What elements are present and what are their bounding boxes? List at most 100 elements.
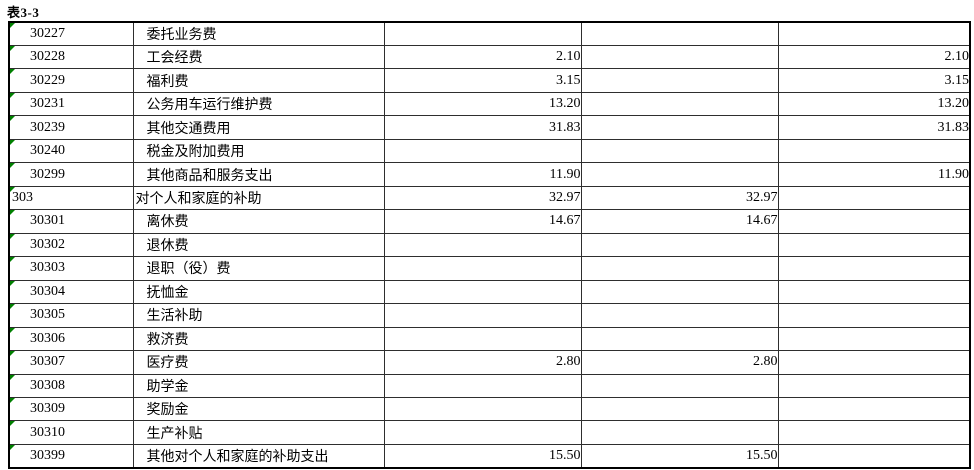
- name-cell[interactable]: 公务用车运行维护费: [132, 91, 385, 117]
- name-cell[interactable]: 奖励金: [132, 396, 385, 422]
- value-col2-cell[interactable]: [580, 256, 779, 281]
- code-cell[interactable]: 30399: [8, 443, 134, 469]
- value-col2-cell[interactable]: 32.97: [580, 185, 779, 211]
- cell-text: 委托业务费: [146, 27, 217, 43]
- value-col1-cell[interactable]: 13.20: [383, 91, 582, 117]
- name-cell[interactable]: 离休费: [132, 209, 385, 234]
- code-cell[interactable]: 303: [8, 185, 134, 211]
- name-cell[interactable]: 退休费: [132, 232, 385, 258]
- code-cell[interactable]: 30228: [8, 44, 134, 70]
- name-cell[interactable]: 税金及附加费用: [132, 138, 385, 164]
- value-col2-cell[interactable]: [580, 138, 779, 164]
- cell-text: 30305: [30, 307, 65, 323]
- value-col3-cell[interactable]: 11.90: [777, 162, 971, 187]
- name-cell[interactable]: 医疗费: [132, 350, 385, 375]
- value-col3-cell[interactable]: [777, 373, 971, 399]
- value-col2-cell[interactable]: [580, 303, 779, 328]
- name-cell[interactable]: 退职（役）费: [132, 256, 385, 281]
- value-col2-cell[interactable]: [580, 232, 779, 258]
- code-cell[interactable]: 30299: [8, 162, 134, 187]
- value-col2-cell[interactable]: 14.67: [580, 209, 779, 234]
- code-cell[interactable]: 30229: [8, 68, 134, 93]
- value-col3-cell[interactable]: 2.10: [777, 44, 971, 70]
- cell-text: 30303: [30, 260, 65, 276]
- value-col2-cell[interactable]: [580, 44, 779, 70]
- value-col2-cell[interactable]: [580, 326, 779, 352]
- name-cell[interactable]: 救济费: [132, 326, 385, 352]
- name-cell[interactable]: 助学金: [132, 373, 385, 399]
- code-cell[interactable]: 30240: [8, 138, 134, 164]
- name-cell[interactable]: 委托业务费: [132, 21, 385, 46]
- name-cell[interactable]: 福利费: [132, 68, 385, 93]
- value-col3-cell[interactable]: [777, 396, 971, 422]
- value-col3-cell[interactable]: [777, 303, 971, 328]
- code-cell[interactable]: 30304: [8, 279, 134, 305]
- value-col1-cell[interactable]: 31.83: [383, 115, 582, 140]
- value-col3-cell[interactable]: [777, 232, 971, 258]
- code-cell[interactable]: 30309: [8, 396, 134, 422]
- code-cell[interactable]: 30306: [8, 326, 134, 352]
- value-col2-cell[interactable]: 2.80: [580, 350, 779, 375]
- value-col2-cell[interactable]: [580, 420, 779, 445]
- code-cell[interactable]: 30303: [8, 256, 134, 281]
- value-col1-cell[interactable]: [383, 138, 582, 164]
- value-col1-cell[interactable]: 2.80: [383, 350, 582, 375]
- value-col1-cell[interactable]: 32.97: [383, 185, 582, 211]
- name-cell[interactable]: 其他商品和服务支出: [132, 162, 385, 187]
- value-col2-cell[interactable]: [580, 91, 779, 117]
- name-cell[interactable]: 对个人和家庭的补助: [132, 185, 385, 211]
- value-col2-cell[interactable]: [580, 115, 779, 140]
- code-cell[interactable]: 30227: [8, 21, 134, 46]
- code-cell[interactable]: 30305: [8, 303, 134, 328]
- value-col3-cell[interactable]: 31.83: [777, 115, 971, 140]
- value-col1-cell[interactable]: 3.15: [383, 68, 582, 93]
- cell-text: 退休费: [146, 238, 189, 254]
- value-col3-cell[interactable]: [777, 326, 971, 352]
- value-col2-cell[interactable]: 15.50: [580, 443, 779, 469]
- value-col2-cell[interactable]: [580, 396, 779, 422]
- value-col3-cell[interactable]: [777, 279, 971, 305]
- value-col2-cell[interactable]: [580, 279, 779, 305]
- value-col1-cell[interactable]: 11.90: [383, 162, 582, 187]
- name-cell[interactable]: 其他对个人和家庭的补助支出: [132, 443, 385, 469]
- value-col1-cell[interactable]: [383, 21, 582, 46]
- value-col3-cell[interactable]: [777, 350, 971, 375]
- name-cell[interactable]: 抚恤金: [132, 279, 385, 305]
- value-col3-cell[interactable]: [777, 21, 971, 46]
- code-cell[interactable]: 30239: [8, 115, 134, 140]
- code-cell[interactable]: 30302: [8, 232, 134, 258]
- value-col1-cell[interactable]: [383, 256, 582, 281]
- value-col1-cell[interactable]: 2.10: [383, 44, 582, 70]
- value-col3-cell[interactable]: [777, 256, 971, 281]
- value-col2-cell[interactable]: [580, 68, 779, 93]
- value-col1-cell[interactable]: [383, 232, 582, 258]
- value-col3-cell[interactable]: [777, 185, 971, 211]
- value-col1-cell[interactable]: 14.67: [383, 209, 582, 234]
- value-col1-cell[interactable]: [383, 396, 582, 422]
- cell-text: 30227: [30, 25, 65, 41]
- value-col3-cell[interactable]: [777, 443, 971, 469]
- value-col1-cell[interactable]: [383, 303, 582, 328]
- value-col1-cell[interactable]: [383, 373, 582, 399]
- value-col2-cell[interactable]: [580, 162, 779, 187]
- code-cell[interactable]: 30231: [8, 91, 134, 117]
- name-cell[interactable]: 生活补助: [132, 303, 385, 328]
- value-col1-cell[interactable]: [383, 326, 582, 352]
- name-cell[interactable]: 生产补贴: [132, 420, 385, 445]
- value-col1-cell[interactable]: [383, 420, 582, 445]
- value-col1-cell[interactable]: [383, 279, 582, 305]
- code-cell[interactable]: 30310: [8, 420, 134, 445]
- value-col3-cell[interactable]: 13.20: [777, 91, 971, 117]
- code-cell[interactable]: 30301: [8, 209, 134, 234]
- name-cell[interactable]: 其他交通费用: [132, 115, 385, 140]
- name-cell[interactable]: 工会经费: [132, 44, 385, 70]
- value-col3-cell[interactable]: 3.15: [777, 68, 971, 93]
- code-cell[interactable]: 30307: [8, 350, 134, 375]
- value-col2-cell[interactable]: [580, 21, 779, 46]
- value-col3-cell[interactable]: [777, 420, 971, 445]
- code-cell[interactable]: 30308: [8, 373, 134, 399]
- value-col3-cell[interactable]: [777, 209, 971, 234]
- value-col2-cell[interactable]: [580, 373, 779, 399]
- value-col3-cell[interactable]: [777, 138, 971, 164]
- value-col1-cell[interactable]: 15.50: [383, 443, 582, 469]
